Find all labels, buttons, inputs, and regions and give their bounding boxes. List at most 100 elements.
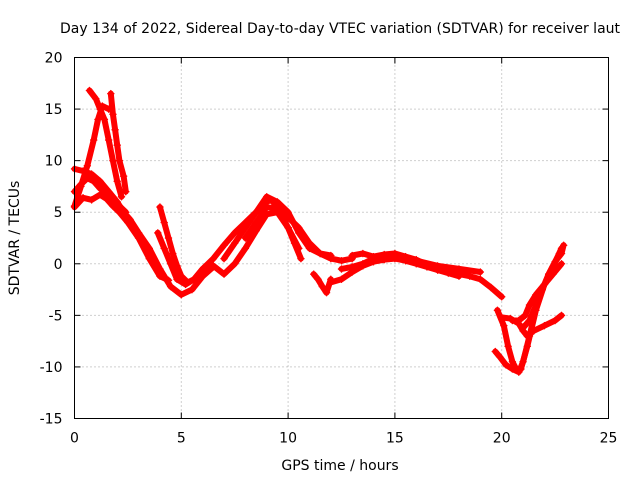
data-point-marker bbox=[96, 177, 104, 186]
x-tick-label: 5 bbox=[177, 431, 186, 447]
data-point-marker bbox=[241, 223, 250, 232]
x-tick-label: 25 bbox=[600, 431, 618, 447]
data-point-marker bbox=[190, 275, 198, 284]
series-arc-14 bbox=[337, 251, 485, 276]
data-point-marker bbox=[337, 275, 346, 284]
data-point-marker bbox=[487, 283, 495, 292]
data-point-marker bbox=[337, 256, 346, 265]
data-point-marker bbox=[297, 254, 305, 263]
data-point-marker bbox=[523, 332, 532, 340]
data-point-marker bbox=[262, 192, 271, 201]
y-tick-label: 20 bbox=[45, 51, 63, 67]
data-point-marker bbox=[122, 187, 130, 196]
data-point-marker bbox=[502, 361, 510, 369]
series-trace bbox=[509, 260, 565, 324]
plot-frame bbox=[74, 57, 609, 419]
data-point-marker bbox=[209, 262, 218, 270]
data-point-marker bbox=[369, 254, 378, 263]
x-tick-label: 20 bbox=[493, 431, 511, 447]
data-point-marker bbox=[85, 86, 94, 95]
data-point-marker bbox=[532, 301, 540, 309]
data-point-marker bbox=[348, 263, 356, 271]
data-point-marker bbox=[104, 136, 113, 144]
data-point-marker bbox=[476, 268, 485, 276]
data-point-marker bbox=[166, 260, 175, 268]
data-point-marker bbox=[173, 275, 181, 284]
data-point-marker bbox=[508, 365, 517, 373]
data-point-marker bbox=[230, 260, 239, 268]
chart-title: Day 134 of 2022, Sidereal Day-to-day VTE… bbox=[60, 21, 621, 37]
data-point-marker bbox=[337, 265, 346, 273]
data-point-marker bbox=[284, 213, 292, 222]
y-tick-label: -10 bbox=[40, 360, 63, 376]
grid-lines bbox=[74, 57, 609, 419]
data-point-marker bbox=[87, 196, 96, 204]
data-point-marker bbox=[521, 311, 529, 320]
data-point-marker bbox=[109, 110, 117, 118]
data-point-marker bbox=[493, 306, 502, 314]
y-tick-label: 0 bbox=[54, 257, 63, 273]
data-point-marker bbox=[77, 182, 85, 191]
data-point-marker bbox=[104, 105, 113, 113]
data-point-marker bbox=[94, 115, 102, 124]
data-point-marker bbox=[519, 358, 527, 366]
data-point-marker bbox=[506, 314, 514, 323]
data-point-marker bbox=[252, 227, 260, 235]
data-point-marker bbox=[109, 156, 117, 165]
data-point-marker bbox=[79, 194, 87, 202]
data-point-marker bbox=[230, 239, 239, 247]
data-point-marker bbox=[322, 288, 331, 297]
data-point-marker bbox=[465, 272, 474, 280]
y-axis-ticks: 20 15 10 5 0 -5 -10 -15 bbox=[40, 51, 609, 428]
data-point-marker bbox=[113, 177, 121, 186]
data-point-marker bbox=[198, 265, 207, 273]
data-point-marker bbox=[89, 136, 98, 144]
data-point-marker bbox=[391, 251, 399, 260]
data-point-marker bbox=[497, 293, 506, 301]
data-point-marker bbox=[164, 234, 173, 242]
data-point-marker bbox=[177, 290, 186, 299]
data-point-marker bbox=[113, 198, 121, 206]
series-arc-6 bbox=[70, 102, 113, 210]
data-point-marker bbox=[230, 229, 239, 237]
data-point-marker bbox=[327, 278, 335, 287]
data-point-marker bbox=[100, 115, 109, 124]
series-arc-18 bbox=[497, 311, 566, 340]
data-point-marker bbox=[515, 368, 523, 376]
data-point-marker bbox=[551, 316, 559, 325]
data-point-marker bbox=[173, 262, 181, 270]
data-point-marker bbox=[109, 202, 117, 210]
data-point-marker bbox=[111, 125, 119, 134]
data-point-marker bbox=[181, 280, 190, 289]
data-point-marker bbox=[318, 282, 327, 291]
data-point-marker bbox=[348, 251, 356, 260]
data-point-marker bbox=[145, 244, 154, 253]
data-point-marker bbox=[252, 218, 260, 227]
data-point-marker bbox=[359, 249, 367, 258]
data-point-marker bbox=[433, 262, 442, 270]
series-arc-10 bbox=[241, 203, 335, 260]
y-axis-label: SDTVAR / TECUs bbox=[7, 181, 23, 296]
data-point-marker bbox=[529, 327, 538, 335]
data-point-marker bbox=[359, 260, 367, 268]
data-point-marker bbox=[134, 229, 143, 237]
data-point-marker bbox=[154, 229, 162, 237]
data-point-marker bbox=[290, 239, 299, 247]
data-point-marker bbox=[83, 162, 92, 170]
data-series bbox=[70, 86, 568, 376]
data-point-marker bbox=[500, 321, 508, 330]
data-point-marker bbox=[220, 254, 228, 263]
x-tick-label: 10 bbox=[279, 431, 297, 447]
data-point-marker bbox=[160, 218, 168, 227]
x-tick-label: 0 bbox=[70, 431, 79, 447]
data-point-marker bbox=[98, 102, 107, 110]
data-point-marker bbox=[559, 241, 568, 249]
series-trace bbox=[71, 165, 217, 298]
data-point-marker bbox=[273, 198, 282, 206]
data-point-marker bbox=[113, 141, 121, 149]
data-point-marker bbox=[557, 249, 566, 258]
data-point-marker bbox=[115, 156, 124, 165]
data-point-marker bbox=[262, 203, 271, 211]
data-point-marker bbox=[107, 89, 115, 98]
data-point-marker bbox=[87, 170, 96, 178]
